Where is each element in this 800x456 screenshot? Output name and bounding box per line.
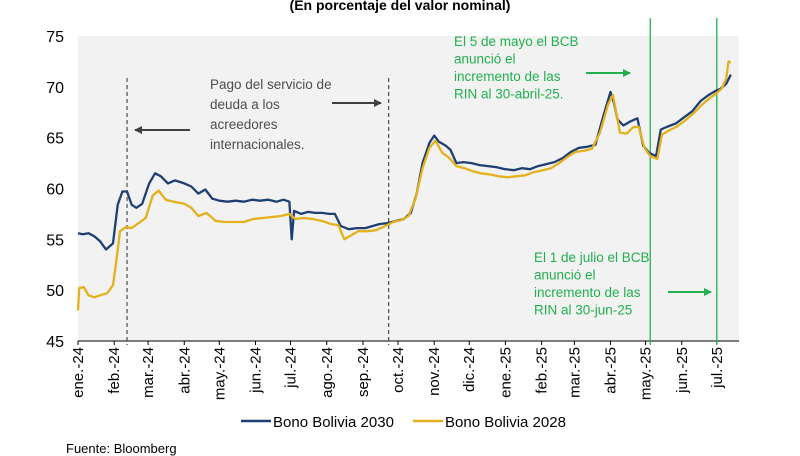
x-tick-label: dic.-24 (461, 347, 478, 392)
annotation-line: Pago del servicio de (210, 77, 332, 92)
x-tick-label: nov.-24 (426, 347, 443, 396)
y-tick-label: 70 (46, 80, 64, 97)
annotation-line: acreedores (210, 117, 278, 132)
annotation-may5: El 5 de mayo el BCB anunció el incremento … (454, 34, 579, 102)
series-line-bono-2028 (76, 60, 732, 311)
y-tick-label: 50 (46, 283, 64, 300)
annotation-line: RIN al 30-jun-25 (534, 303, 632, 318)
y-tick-label: 65 (46, 131, 64, 148)
x-tick-label: abr.-25 (603, 347, 620, 394)
y-tick-label: 60 (46, 182, 64, 199)
x-tick-label: feb.-24 (106, 347, 123, 394)
annotation-jul1: El 1 de julio el BCB anunció el incremento… (534, 250, 650, 318)
annotation-line: deuda a los (210, 97, 280, 112)
chart-subtitle: (En porcentaje del valor nominal) (289, 0, 511, 13)
x-tick-label: jun.-25 (674, 347, 691, 394)
annotations: Pago del servicio de deuda a los acreedore… (134, 34, 712, 318)
x-tick-label: oct.-24 (390, 347, 407, 393)
annotation-line: RIN al 30-abril-25. (454, 87, 564, 102)
x-tick-label: mar.-24 (140, 347, 157, 398)
x-tick-label: mar.-25 (566, 347, 583, 398)
annotation-line: El 1 de julio el BCB (534, 250, 650, 265)
x-tick-label: may.-24 (211, 347, 228, 400)
y-tick-label: 55 (46, 232, 64, 249)
y-tick-label: 75 (46, 29, 64, 46)
series-layer (76, 60, 732, 311)
legend-label: Bono Bolivia 2028 (445, 414, 566, 431)
x-axis: ene.-24 feb.-24 mar.-24 abr.-24 may.-24 jun.-… (70, 340, 739, 400)
annotation-payment: Pago del servicio de deuda a los acreedore… (210, 77, 332, 152)
annotation-line: anunció el (534, 268, 596, 283)
annotation-line: El 5 de mayo el BCB (454, 34, 579, 49)
x-tick-label: ene.-24 (70, 347, 87, 398)
x-tick-label: feb.-25 (534, 347, 551, 394)
annotation-line: incremento de las (454, 69, 561, 84)
x-tick-label: ene.-25 (497, 347, 514, 398)
reference-lines (126, 18, 718, 345)
plot-area (78, 36, 739, 341)
x-tick-label: ago.-24 (319, 347, 336, 398)
legend: Bono Bolivia 2030 Bono Bolivia 2028 (241, 414, 566, 431)
x-tick-label: may.-25 (638, 347, 655, 400)
annotation-line: internacionales. (210, 137, 305, 152)
y-tick-label: 45 (46, 334, 64, 351)
x-tick-label: jul.-25 (709, 347, 726, 389)
annotation-line: anunció el (454, 52, 516, 67)
legend-label: Bono Bolivia 2030 (273, 414, 394, 431)
x-tick-label: jun.-24 (248, 347, 265, 394)
x-tick-label: sep.-24 (355, 347, 372, 397)
annotation-line: incremento de las (534, 285, 641, 300)
y-axis: 45 50 55 60 65 70 75 (46, 29, 64, 351)
source-note: Fuente: Bloomberg (66, 441, 177, 456)
x-tick-label: jul.-24 (283, 347, 300, 389)
x-tick-label: abr.-24 (176, 347, 193, 394)
